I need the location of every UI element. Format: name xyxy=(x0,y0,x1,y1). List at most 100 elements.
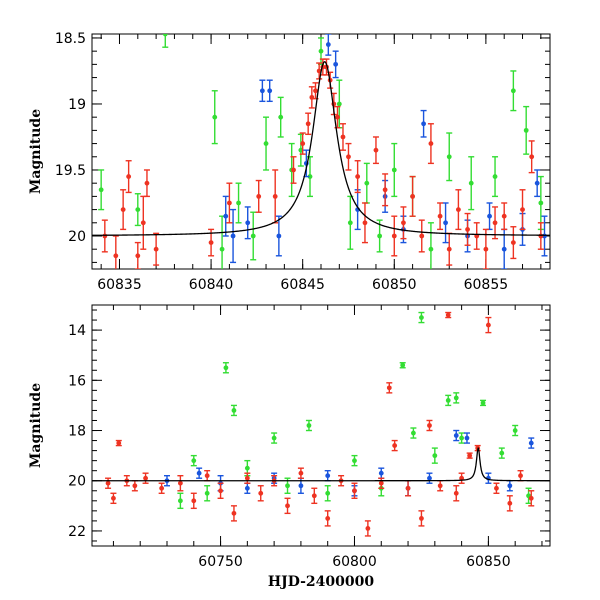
x-axis-title: HJD-2400000 xyxy=(268,574,375,590)
data-point-red xyxy=(427,123,434,165)
data-point-blue xyxy=(244,482,251,494)
data-point-green xyxy=(211,90,218,145)
data-point-green xyxy=(222,362,229,374)
data-point-blue xyxy=(378,467,385,479)
x-tick-label: 60750 xyxy=(198,554,243,570)
x-tick-label: 60840 xyxy=(189,277,234,293)
data-point-red xyxy=(391,215,398,257)
data-point-green xyxy=(523,105,530,155)
data-point-red xyxy=(158,482,165,494)
y-tick-label: 20 xyxy=(68,474,86,490)
y-tick-label: 18.5 xyxy=(55,31,86,47)
data-point-blue xyxy=(442,202,449,244)
data-point-blue xyxy=(196,467,203,479)
x-tick-label: 60835 xyxy=(97,277,142,293)
data-point-red xyxy=(142,472,149,484)
data-point-red xyxy=(217,482,224,500)
x-tick-label: 60845 xyxy=(280,277,325,293)
data-point-red xyxy=(305,112,312,136)
data-point-green xyxy=(305,419,312,432)
data-point-red xyxy=(105,477,112,489)
data-point-red xyxy=(418,219,425,253)
data-point-green xyxy=(177,492,184,510)
data-point-red xyxy=(405,480,412,497)
data-point-green xyxy=(445,394,452,407)
data-point-red xyxy=(418,510,425,527)
data-point-red xyxy=(125,160,132,194)
data-point-green xyxy=(347,195,354,250)
data-point-red xyxy=(453,485,460,502)
data-point-red xyxy=(458,472,465,484)
data-point-green xyxy=(498,447,505,459)
data-point-red xyxy=(110,492,117,505)
data-point-red xyxy=(386,382,393,394)
data-point-red xyxy=(354,160,361,194)
data-point-blue xyxy=(163,475,170,487)
data-point-red xyxy=(226,182,233,224)
y-tick-label: 19.5 xyxy=(55,163,86,179)
y-tick-label: 16 xyxy=(68,373,86,389)
data-point-red xyxy=(311,487,318,505)
series-blue xyxy=(222,34,548,269)
data-point-green xyxy=(418,311,425,324)
data-point-red xyxy=(257,485,264,502)
data-point-red xyxy=(464,212,471,246)
data-point-red xyxy=(101,219,108,253)
series-blue xyxy=(163,429,535,497)
data-point-blue xyxy=(463,432,470,444)
data-point-red xyxy=(492,206,499,240)
data-point-green xyxy=(219,215,226,269)
plot-area xyxy=(92,34,550,269)
axis-ticks xyxy=(92,305,550,546)
data-point-blue xyxy=(486,202,493,231)
x-tick-label: 60850 xyxy=(372,277,417,293)
data-point-blue xyxy=(324,469,331,482)
plot-frame xyxy=(91,304,551,547)
y-tick-label: 14 xyxy=(68,323,86,339)
data-point-blue xyxy=(230,208,237,264)
y-axis-title: Magnitude xyxy=(28,383,44,468)
data-point-red xyxy=(244,472,251,484)
data-point-green xyxy=(134,193,141,227)
data-point-green xyxy=(98,169,105,211)
data-point-green xyxy=(363,162,370,204)
data-point-blue xyxy=(453,429,460,442)
data-point-green xyxy=(492,156,499,198)
data-point-green xyxy=(453,392,460,404)
data-point-green xyxy=(468,156,475,211)
data-point-red xyxy=(445,311,452,319)
data-point-blue xyxy=(244,206,251,240)
data-point-red xyxy=(153,232,160,266)
y-axis-title: Magnitude xyxy=(28,109,44,194)
data-point-red xyxy=(324,510,331,527)
data-point-green xyxy=(512,424,519,437)
x-tick-label: 60850 xyxy=(466,554,511,570)
data-point-red xyxy=(378,477,385,489)
data-point-green xyxy=(391,142,398,198)
series-green xyxy=(177,311,532,510)
data-point-red xyxy=(134,241,141,269)
data-point-blue xyxy=(528,437,535,449)
data-point-green xyxy=(458,432,465,444)
data-point-blue xyxy=(222,195,229,237)
data-point-red xyxy=(115,439,122,447)
data-point-blue xyxy=(354,189,361,231)
data-point-red xyxy=(528,490,535,507)
data-point-blue xyxy=(506,480,513,492)
data-point-green xyxy=(318,37,324,66)
data-point-green xyxy=(510,70,517,112)
data-point-red xyxy=(519,189,526,231)
data-point-red xyxy=(528,140,535,174)
data-point-red xyxy=(131,480,138,492)
data-point-red xyxy=(482,228,489,269)
data-point-red xyxy=(437,480,444,492)
data-point-green xyxy=(410,427,417,439)
series-red xyxy=(105,311,535,537)
data-point-red xyxy=(297,467,304,479)
data-point-red xyxy=(208,228,215,257)
data-point-red xyxy=(351,482,358,500)
data-point-green xyxy=(480,399,487,407)
data-point-red xyxy=(400,206,407,240)
top-panel-zoom-light-curve: 60835 60840 60845 60850 60855 18.5 19 19.5 20 Mag… xyxy=(28,31,551,293)
